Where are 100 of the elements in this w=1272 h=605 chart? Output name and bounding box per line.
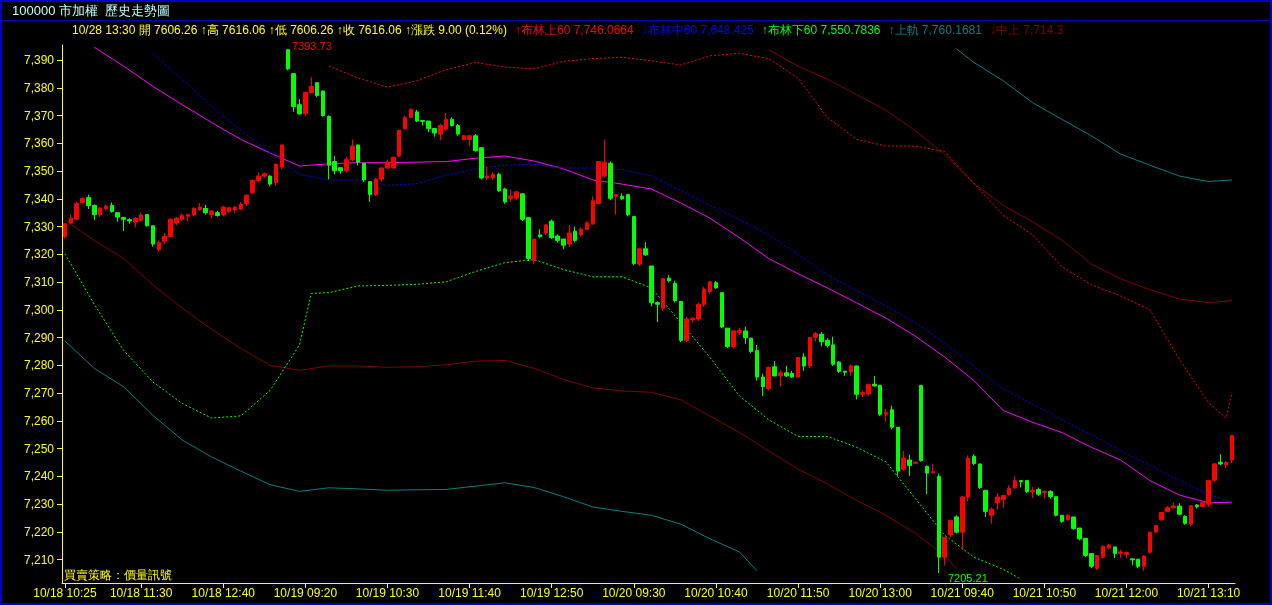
x-tick-label: 10/19 10:30	[355, 586, 420, 600]
candlestick	[485, 166, 489, 181]
y-tick-label: 7,250	[23, 441, 55, 456]
candlestick	[567, 224, 572, 248]
candlestick	[1195, 503, 1199, 510]
y-tick-label: 7,390	[23, 52, 55, 67]
candlestick	[356, 144, 360, 166]
candlestick	[274, 162, 278, 186]
candlestick	[972, 453, 976, 466]
x-tick-label: 10/20 09:30	[602, 586, 666, 600]
candlestick	[766, 366, 771, 392]
candlestick	[497, 172, 501, 193]
candlestick	[145, 213, 149, 228]
candlestick	[749, 337, 753, 354]
candlestick	[989, 506, 994, 525]
candlestick	[673, 280, 677, 304]
candlestick	[919, 384, 923, 463]
x-tick-label: 10/18 11:30	[109, 586, 173, 600]
candlestick	[1154, 524, 1158, 534]
candlestick	[614, 193, 618, 216]
candlestick	[755, 344, 759, 382]
y-tick-label: 7,320	[23, 247, 55, 262]
candlestick	[63, 223, 67, 239]
candlestick	[80, 196, 85, 204]
candlestick	[403, 115, 407, 131]
candlestick	[1101, 544, 1105, 560]
candlestick	[1148, 531, 1152, 554]
candlestick	[368, 181, 372, 203]
candlestick	[907, 454, 912, 477]
candlestick	[532, 238, 536, 265]
candlestick	[884, 408, 888, 423]
candlestick	[1036, 487, 1041, 497]
x-tick-label: 10/19 11:40	[438, 586, 502, 600]
x-tick-label: 10/21 10:50	[1012, 586, 1077, 600]
candlestick	[1107, 543, 1111, 550]
candlestick	[890, 405, 894, 430]
candlestick	[286, 49, 290, 71]
candlestick	[585, 220, 589, 231]
y-tick-label: 7,380	[23, 80, 55, 95]
candlestick	[1224, 460, 1228, 469]
x-tick-label: 10/18 10:25	[33, 586, 97, 600]
candlestick	[714, 280, 718, 290]
candlestick	[579, 226, 583, 238]
candlestick	[778, 369, 783, 388]
candlestick	[983, 489, 988, 518]
candlestick	[215, 210, 220, 218]
candlestick	[948, 519, 953, 538]
candlestick	[796, 356, 800, 379]
candlestick	[1177, 502, 1182, 516]
candlestick	[843, 370, 847, 377]
candlestick	[896, 426, 900, 477]
annotation: 買賣策略：價量訊號	[64, 568, 172, 582]
candlestick	[725, 327, 730, 349]
candlestick	[315, 81, 319, 98]
candlestick	[151, 225, 155, 248]
candlestick	[854, 365, 859, 400]
candlestick	[761, 373, 765, 397]
y-tick-label: 7,350	[23, 164, 55, 179]
y-tick-label: 7,290	[23, 330, 55, 345]
x-tick-label: 10/19 12:50	[520, 586, 584, 600]
line-series	[64, 219, 957, 569]
y-tick-label: 7,370	[23, 108, 55, 123]
candlestick	[743, 325, 748, 345]
candlestick	[321, 90, 325, 118]
candlestick	[937, 473, 941, 574]
candlestick	[661, 278, 665, 312]
candlestick	[708, 280, 712, 295]
y-tick-label: 7,300	[23, 302, 55, 317]
line-series	[768, 49, 1233, 304]
candlestick	[186, 213, 190, 222]
candlestick	[954, 514, 959, 534]
candlestick	[667, 274, 671, 283]
candlestick	[837, 360, 841, 374]
candlestick	[280, 144, 284, 170]
candlestick	[268, 174, 272, 187]
candlestick	[925, 464, 929, 495]
candlestick	[538, 228, 542, 239]
x-tick-label: 10/18 12:40	[191, 586, 256, 600]
text: ↑布林下60 7,550.7836	[761, 22, 881, 39]
candlestick	[1042, 489, 1047, 500]
candlestick	[608, 160, 613, 201]
candlestick	[397, 129, 401, 158]
y-tick-label: 7,240	[23, 469, 55, 484]
candlestick	[573, 226, 577, 243]
annotation: 7205.21	[948, 571, 988, 584]
y-tick-label: 7,340	[23, 191, 55, 206]
candlestick	[620, 192, 624, 201]
candlestick	[157, 239, 161, 253]
x-tick-label: 10/21 09:40	[930, 586, 995, 600]
y-tick-label: 7,280	[23, 358, 55, 373]
text: ↓布林中60 7,648.425	[641, 22, 754, 39]
y-tick-label: 7,210	[23, 552, 55, 567]
x-tick-label: 10/21 13:10	[1176, 586, 1241, 600]
y-tick-label: 7,310	[23, 275, 55, 290]
candlestick	[772, 360, 777, 377]
candlestick	[450, 116, 454, 128]
candlestick	[931, 463, 935, 475]
candlestick	[1159, 511, 1164, 522]
text: ↑上軌 7,760.1681	[888, 22, 982, 39]
candlestick	[849, 363, 853, 377]
